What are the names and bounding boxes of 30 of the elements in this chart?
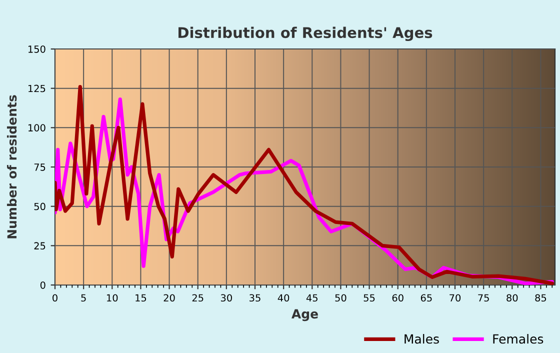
x-tick-label: 75 [478, 294, 489, 302]
x-tick-label: 45 [306, 294, 318, 302]
legend-label: Males [404, 334, 439, 344]
x-tick-label: 55 [364, 294, 375, 302]
chart-title: Distribution of Residents' Ages [178, 26, 432, 42]
y-tick-label: 50 [34, 202, 46, 210]
y-tick-label: 0 [40, 281, 46, 289]
x-tick-label: 5 [81, 294, 86, 302]
legend-label: Females [493, 334, 544, 344]
y-tick-label: 150 [28, 45, 46, 53]
x-tick-label: 20 [164, 294, 175, 302]
x-tick-label: 60 [392, 294, 404, 302]
x-tick-label: 25 [192, 294, 204, 302]
y-tick-label: 75 [34, 164, 46, 171]
x-tick-label: 35 [250, 294, 260, 302]
x-tick-label: 10 [107, 294, 118, 302]
y-axis-title: Number of residents [6, 95, 17, 238]
x-tick-label: 40 [278, 294, 290, 302]
x-tick-label: 0 [52, 294, 58, 302]
x-tick-label: 70 [450, 294, 461, 302]
x-tick-label: 50 [335, 294, 346, 302]
x-tick-label: 15 [136, 294, 146, 302]
x-tick-label: 30 [220, 294, 232, 302]
y-tick-label: 100 [28, 124, 46, 132]
y-tick-label: 125 [28, 84, 46, 92]
x-tick-label: 65 [420, 294, 432, 302]
x-axis-title: Age [292, 309, 318, 322]
y-tick-label: 25 [34, 242, 46, 250]
x-tick-label: 80 [506, 294, 518, 302]
x-tick-label: 85 [535, 294, 546, 302]
